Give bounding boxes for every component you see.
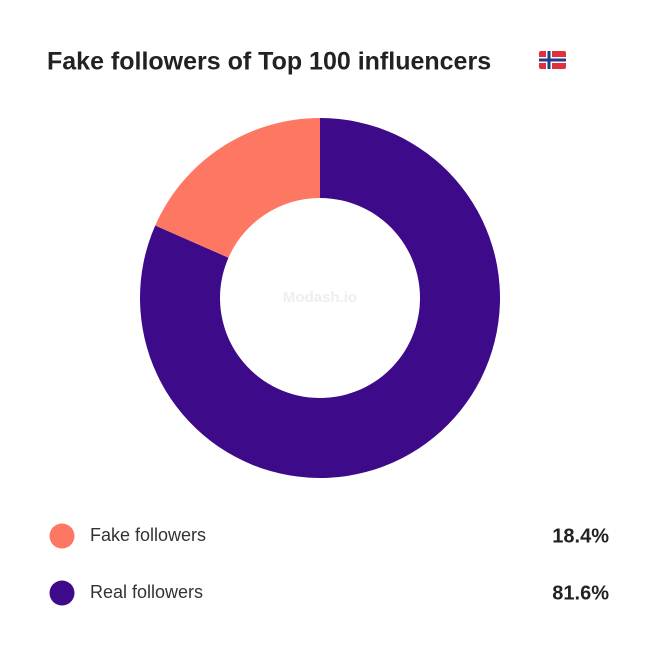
chart-title: Fake followers of Top 100 influencers bbox=[47, 48, 491, 76]
donut-slice bbox=[140, 118, 501, 478]
legend-swatch bbox=[49, 523, 75, 549]
donut-slice bbox=[155, 118, 320, 258]
legend-label: Fake followers bbox=[90, 525, 206, 545]
legend-swatch bbox=[49, 580, 75, 606]
flag-icon bbox=[539, 51, 566, 69]
watermark: Modash.io bbox=[283, 289, 357, 306]
legend-label: Real followers bbox=[90, 582, 203, 602]
value-label: 81.6% bbox=[552, 582, 609, 604]
value-label: 18.4% bbox=[552, 525, 609, 547]
